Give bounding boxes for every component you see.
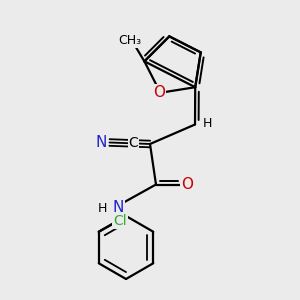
- Text: H: H: [98, 202, 108, 215]
- Text: N: N: [113, 200, 124, 214]
- Text: CH₃: CH₃: [118, 34, 142, 47]
- Text: H: H: [202, 116, 212, 130]
- Text: O: O: [181, 177, 193, 192]
- Text: C: C: [129, 136, 138, 150]
- Text: Cl: Cl: [113, 214, 127, 228]
- Text: O: O: [153, 85, 165, 100]
- Text: N: N: [95, 135, 107, 150]
